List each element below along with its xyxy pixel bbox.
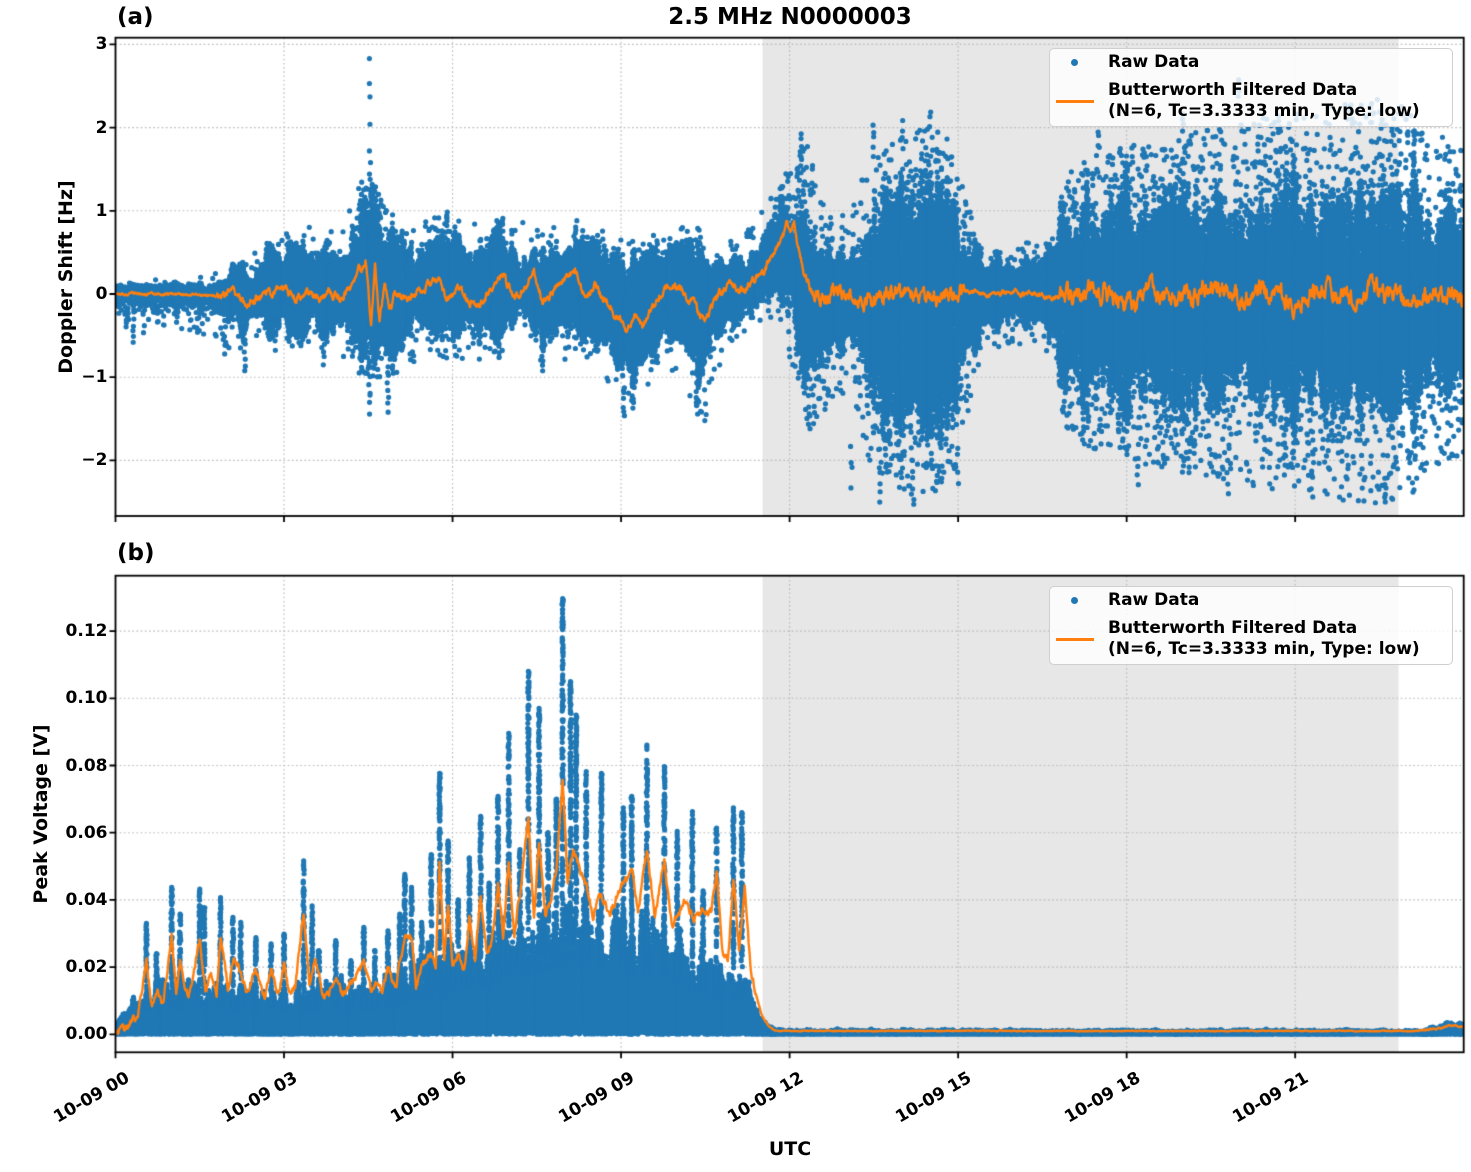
- y-tick-label: −1: [81, 367, 108, 388]
- y-tick-label: 0.10: [65, 688, 108, 709]
- y-tick-label: 0.08: [65, 755, 108, 776]
- legend-raw-label: Raw Data: [1108, 52, 1200, 72]
- y-tick-label: 0.04: [65, 889, 108, 910]
- y-tick-label: −2: [81, 450, 108, 471]
- raw-data-marker-icon: [1071, 59, 1078, 66]
- y-tick-label: 2: [95, 117, 108, 138]
- legend-filtered-label: Butterworth Filtered Data: [1108, 618, 1358, 638]
- y-tick-label: 0.12: [65, 621, 108, 642]
- x-axis-label: UTC: [768, 1138, 812, 1160]
- raw-data-marker-icon: [1071, 597, 1078, 604]
- legend-filtered-label: Butterworth Filtered Data: [1108, 80, 1358, 100]
- figure-title: 2.5 MHz N0000003: [668, 4, 912, 30]
- legend-panel-a: Raw Data Butterworth Filtered Data (N=6,…: [1049, 48, 1453, 127]
- legend-panel-b: Raw Data Butterworth Filtered Data (N=6,…: [1049, 586, 1453, 665]
- panel-b-ylabel: Peak Voltage [V]: [30, 724, 52, 904]
- legend-raw-label: Raw Data: [1108, 590, 1200, 610]
- panel-b-label: (b): [117, 540, 155, 566]
- y-tick-label: 0: [95, 284, 108, 304]
- y-tick-label: 3: [95, 34, 108, 55]
- y-tick-label: 1: [95, 200, 108, 221]
- filtered-line-icon: [1056, 638, 1094, 641]
- y-tick-label: 0.00: [65, 1024, 108, 1045]
- legend-filtered-sublabel: (N=6, Tc=3.3333 min, Type: low): [1108, 639, 1420, 659]
- panel-a-label: (a): [117, 4, 154, 30]
- filtered-line-icon: [1056, 100, 1094, 103]
- y-tick-label: 0.02: [65, 957, 108, 978]
- legend-filtered-sublabel: (N=6, Tc=3.3333 min, Type: low): [1108, 101, 1420, 121]
- y-tick-label: 0.06: [65, 822, 108, 843]
